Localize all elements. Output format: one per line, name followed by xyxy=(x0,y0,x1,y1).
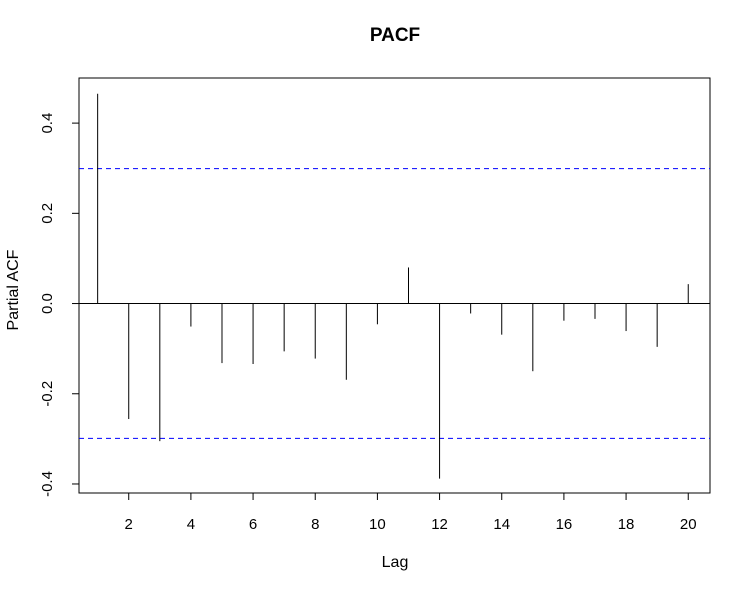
x-tick-label: 16 xyxy=(556,516,573,533)
y-tick-label: -0.2 xyxy=(39,381,56,407)
x-tick-label: 4 xyxy=(187,516,195,533)
x-tick-label: 20 xyxy=(680,516,697,533)
x-tick-label: 2 xyxy=(125,516,133,533)
y-tick-label: 0.4 xyxy=(39,113,56,134)
y-tick-label: 0.2 xyxy=(39,203,56,224)
confidence-bands xyxy=(79,168,710,439)
x-tick-label: 14 xyxy=(493,516,510,533)
x-tick-label: 10 xyxy=(369,516,386,533)
x-axis-label: Lag xyxy=(382,554,409,571)
pacf-bars xyxy=(97,93,689,479)
x-axis: 2 4 6 8 10 12 14 16 18 20 xyxy=(125,492,697,533)
y-tick-label: 0.0 xyxy=(39,293,56,314)
y-axis-label: Partial ACF xyxy=(5,249,22,330)
plot-frame xyxy=(78,77,711,494)
x-tick-label: 6 xyxy=(249,516,257,533)
y-axis: -0.4 -0.2 0.0 0.2 0.4 xyxy=(39,113,80,497)
chart-title: PACF xyxy=(370,25,420,46)
x-tick-label: 8 xyxy=(311,516,319,533)
x-tick-label: 12 xyxy=(431,516,448,533)
x-tick-label: 18 xyxy=(618,516,635,533)
y-tick-label: -0.4 xyxy=(39,471,56,497)
